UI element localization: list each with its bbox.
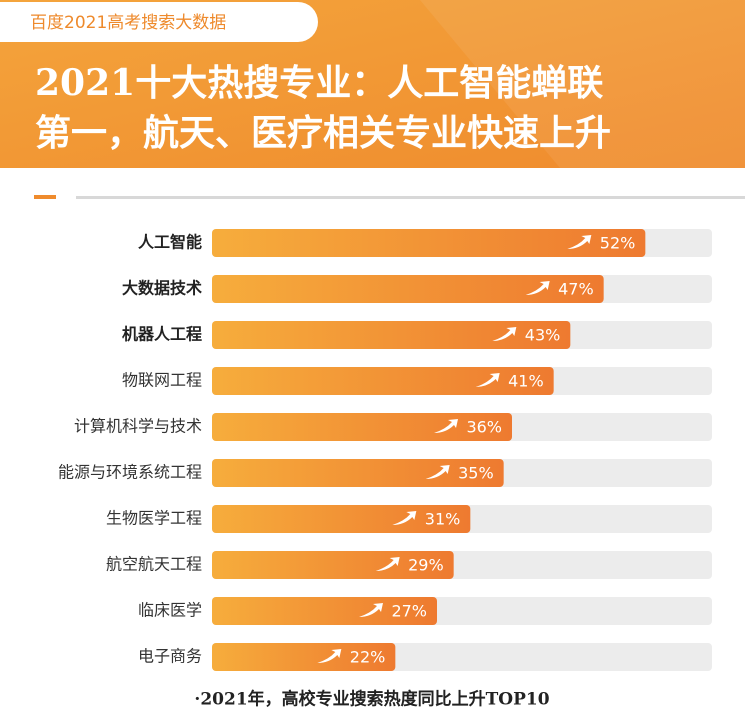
trend-arrow bbox=[492, 327, 517, 341]
footnote: ·2021年，高校专业搜索热度同比上升TOP10 bbox=[194, 689, 549, 710]
trend-arrow bbox=[392, 511, 417, 525]
tag-pill bbox=[0, 2, 318, 42]
bar bbox=[212, 413, 512, 441]
category-label: 物联网工程 bbox=[122, 371, 202, 390]
category-label: 临床医学 bbox=[138, 601, 202, 620]
value-label: 29% bbox=[408, 556, 444, 575]
bar bbox=[212, 505, 471, 533]
divider bbox=[76, 196, 745, 199]
source-tag: 百度2021高考搜索大数据 bbox=[30, 13, 226, 33]
category-label: 能源与环境系统工程 bbox=[58, 463, 202, 482]
accent-dash bbox=[34, 195, 56, 199]
trend-arrow bbox=[375, 557, 400, 571]
trend-arrow bbox=[475, 373, 500, 387]
value-label: 41% bbox=[508, 372, 544, 391]
value-label: 31% bbox=[425, 510, 461, 529]
trend-arrow bbox=[567, 235, 592, 249]
category-label: 机器人工程 bbox=[122, 325, 202, 344]
category-label: 电子商务 bbox=[138, 647, 202, 666]
category-label: 航空航天工程 bbox=[106, 555, 202, 574]
category-label: 计算机科学与技术 bbox=[74, 417, 202, 436]
bar bbox=[212, 275, 604, 303]
bar bbox=[212, 643, 396, 671]
trend-arrow bbox=[359, 603, 383, 617]
trend-arrow bbox=[425, 465, 450, 479]
value-label: 52% bbox=[600, 234, 636, 253]
trend-arrow bbox=[525, 281, 550, 295]
bar bbox=[212, 367, 554, 395]
bar bbox=[212, 321, 571, 349]
value-label: 22% bbox=[350, 648, 386, 667]
bar bbox=[212, 229, 646, 257]
header-deco bbox=[420, 0, 745, 168]
trend-arrow bbox=[434, 419, 458, 433]
value-label: 27% bbox=[391, 602, 427, 621]
value-label: 43% bbox=[525, 326, 561, 345]
category-label: 人工智能 bbox=[138, 233, 202, 252]
bar bbox=[212, 459, 504, 487]
category-label: 生物医学工程 bbox=[106, 509, 202, 528]
title-line: 第一，航天、医疗相关专业快速上升 bbox=[35, 112, 611, 154]
value-label: 35% bbox=[458, 464, 494, 483]
category-label: 大数据技术 bbox=[122, 279, 202, 298]
value-label: 47% bbox=[558, 280, 594, 299]
trend-arrow bbox=[317, 649, 342, 663]
value-label: 36% bbox=[466, 418, 502, 437]
title-line: 2021十大热搜专业：人工智能蝉联 bbox=[35, 62, 603, 104]
